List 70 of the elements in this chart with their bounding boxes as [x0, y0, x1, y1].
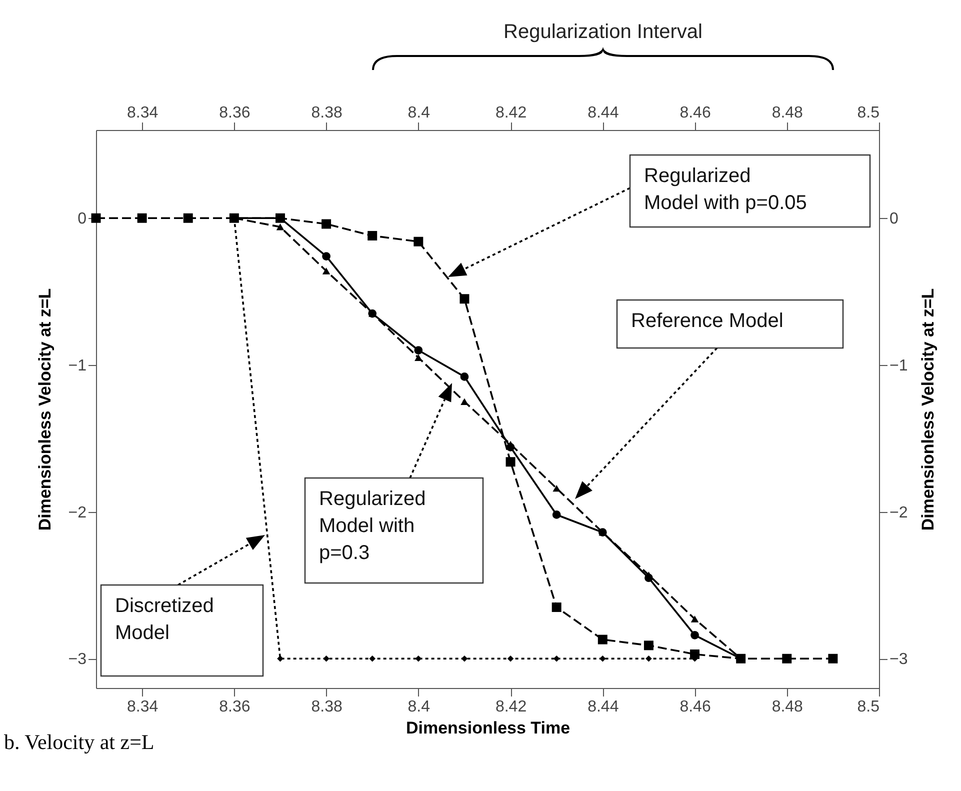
- y2-tick-label: −1: [890, 357, 908, 374]
- point: [690, 616, 699, 622]
- x-tick-label: 8.36: [219, 104, 250, 122]
- x-tick-label: 8.38: [311, 104, 342, 122]
- point: [276, 224, 284, 230]
- point: [461, 655, 468, 662]
- point: [414, 346, 423, 354]
- text: Regularization Interval: [504, 21, 702, 43]
- point: [646, 655, 652, 662]
- x2-tick-label: 8.46: [680, 698, 711, 716]
- point: [552, 602, 562, 612]
- point: [414, 236, 424, 246]
- annotation: Regularized Model with p=0.3: [319, 488, 426, 564]
- point: [414, 354, 422, 361]
- y-axis-title: Dimensionless Velocity at z=L: [35, 288, 54, 531]
- point: [507, 655, 514, 662]
- x2-tick-label: 8.38: [311, 698, 342, 716]
- annotation: Regularized Model with p=0.05: [644, 165, 807, 214]
- x2-tick-label: 8.48: [772, 698, 804, 716]
- point: [415, 655, 422, 662]
- point: [277, 655, 284, 662]
- point: [322, 268, 330, 274]
- point: [322, 252, 330, 260]
- x2-tick-label: 8.36: [219, 698, 250, 716]
- point: [506, 443, 515, 452]
- point: [368, 230, 378, 240]
- y2-tick-label: −3: [890, 651, 908, 668]
- point: [644, 640, 654, 650]
- y-tick-label: −1: [68, 357, 87, 374]
- y-tick-label: −2: [68, 504, 87, 522]
- point: [322, 219, 332, 229]
- x-tick-label: 8.42: [495, 104, 527, 122]
- x-tick-label: 8.46: [680, 104, 711, 122]
- annotation: Discretized Model: [115, 595, 214, 644]
- point: [644, 574, 653, 582]
- point: [460, 294, 470, 304]
- point: [91, 213, 101, 223]
- text: b. Velocity at z=L: [4, 730, 154, 755]
- point: [828, 654, 838, 664]
- annotation: Reference Model: [631, 310, 784, 332]
- x2-tick-label: 8.44: [588, 698, 619, 716]
- point: [553, 655, 560, 662]
- x-tick-label: 8.5: [857, 104, 880, 122]
- x2-tick-label: 8.5: [857, 698, 880, 716]
- point: [552, 484, 560, 492]
- point: [460, 372, 469, 381]
- point: [690, 630, 699, 640]
- point: [782, 654, 792, 664]
- x-tick-label: 8.44: [588, 104, 619, 122]
- y-tick-label: 0: [78, 210, 87, 228]
- x2-tick-label: 8.42: [495, 698, 527, 716]
- y2-tick-label: 0: [890, 210, 898, 228]
- y2-tick-label: −2: [890, 504, 908, 522]
- point: [506, 457, 516, 467]
- y2-axis-title: Dimensionless Velocity at z=L: [918, 288, 938, 531]
- point: [552, 510, 561, 519]
- point: [598, 634, 608, 644]
- x-axis-title: Dimensionless Time: [406, 718, 570, 738]
- x2-tick-label: 8.34: [126, 698, 158, 716]
- point: [137, 213, 147, 223]
- point: [323, 655, 330, 662]
- point: [183, 213, 193, 223]
- x2-tick-label: 8.4: [408, 698, 430, 716]
- x-tick-label: 8.34: [126, 104, 158, 122]
- point: [599, 655, 606, 662]
- x-tick-label: 8.4: [408, 104, 430, 122]
- x-tick-label: 8.48: [772, 104, 804, 122]
- point: [460, 398, 468, 406]
- point: [369, 655, 376, 662]
- y-tick-label: −3: [68, 651, 87, 668]
